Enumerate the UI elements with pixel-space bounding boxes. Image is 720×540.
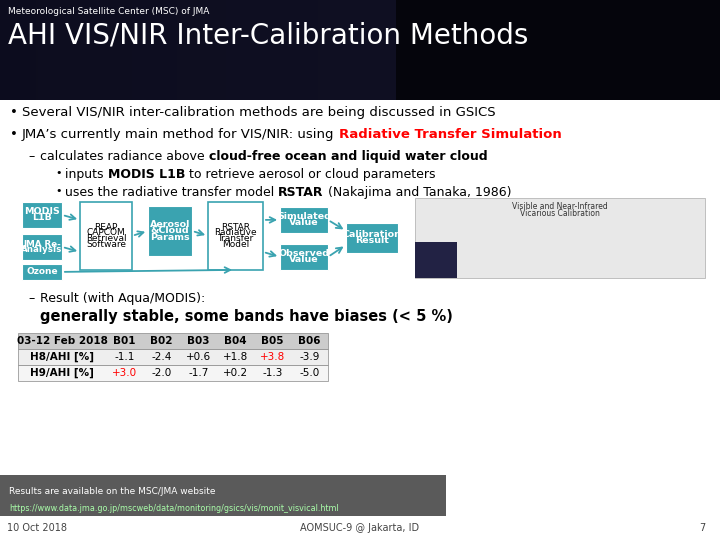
Text: to retrieve aerosol or cloud parameters: to retrieve aerosol or cloud parameters: [185, 168, 436, 181]
Text: AOMSUC-9 @ Jakarta, ID: AOMSUC-9 @ Jakarta, ID: [300, 523, 420, 533]
Text: B01: B01: [113, 336, 136, 346]
FancyBboxPatch shape: [346, 223, 398, 253]
Text: RSTAR: RSTAR: [278, 186, 324, 199]
Text: B03: B03: [187, 336, 210, 346]
FancyBboxPatch shape: [280, 244, 328, 270]
FancyBboxPatch shape: [18, 333, 328, 349]
FancyBboxPatch shape: [22, 202, 62, 228]
Text: uses the radiative transfer model: uses the radiative transfer model: [65, 186, 278, 199]
Text: Params: Params: [150, 233, 190, 241]
Text: Visible and Near-Infrared: Visible and Near-Infrared: [512, 202, 608, 211]
Text: REAP: REAP: [94, 222, 117, 232]
Text: Results are available on the MSC/JMA website: Results are available on the MSC/JMA web…: [9, 487, 215, 496]
Text: Radiative: Radiative: [214, 228, 257, 238]
Text: •: •: [55, 186, 61, 196]
FancyBboxPatch shape: [22, 264, 62, 280]
Text: L1B: L1B: [32, 213, 52, 222]
FancyBboxPatch shape: [280, 207, 328, 233]
Text: Aerosol: Aerosol: [150, 220, 190, 230]
Text: 7: 7: [699, 523, 706, 533]
Text: B05: B05: [261, 336, 284, 346]
Text: calculates radiance above: calculates radiance above: [40, 150, 209, 163]
Text: •: •: [55, 168, 61, 178]
Text: -2.4: -2.4: [151, 352, 171, 362]
Text: MODIS: MODIS: [24, 207, 60, 217]
Text: +1.8: +1.8: [223, 352, 248, 362]
FancyBboxPatch shape: [208, 202, 263, 270]
FancyBboxPatch shape: [148, 206, 192, 256]
Text: 03-12 Feb 2018: 03-12 Feb 2018: [17, 336, 107, 346]
Text: Ozone: Ozone: [26, 267, 58, 276]
Text: •: •: [10, 106, 18, 119]
Text: +0.6: +0.6: [186, 352, 211, 362]
Text: •: •: [10, 128, 18, 141]
Text: Software: Software: [86, 240, 126, 249]
Text: -5.0: -5.0: [300, 368, 320, 378]
FancyBboxPatch shape: [18, 349, 328, 365]
Text: Several VIS/NIR inter-calibration methods are being discussed in GSICS: Several VIS/NIR inter-calibration method…: [22, 106, 495, 119]
Text: Observed: Observed: [279, 249, 330, 258]
Text: -2.0: -2.0: [151, 368, 171, 378]
Text: JMA Re-: JMA Re-: [23, 240, 61, 248]
Text: cloud-free ocean and liquid water cloud: cloud-free ocean and liquid water cloud: [209, 150, 487, 163]
Text: Calibration: Calibration: [343, 231, 402, 239]
Text: Value: Value: [289, 255, 319, 265]
Text: -3.9: -3.9: [300, 352, 320, 362]
Text: Result: Result: [355, 237, 389, 246]
Text: H8/AHI [%]: H8/AHI [%]: [30, 352, 94, 362]
Text: &Cloud: &Cloud: [150, 226, 189, 235]
Text: Meteorological Satellite Center (MSC) of JMA: Meteorological Satellite Center (MSC) of…: [8, 7, 210, 16]
Text: Transfer: Transfer: [217, 234, 253, 244]
Text: RSTAR: RSTAR: [221, 222, 250, 232]
Text: (Nakajima and Tanaka, 1986): (Nakajima and Tanaka, 1986): [324, 186, 511, 199]
Text: Analysis: Analysis: [22, 245, 63, 254]
FancyBboxPatch shape: [415, 198, 705, 278]
Text: https://www.data.jma.go.jp/mscweb/data/monitoring/gsics/vis/monit_visvical.html: https://www.data.jma.go.jp/mscweb/data/m…: [9, 503, 338, 512]
Text: –: –: [28, 292, 35, 305]
Text: Retrieval: Retrieval: [86, 234, 126, 244]
Text: MODIS L1B: MODIS L1B: [107, 168, 185, 181]
FancyBboxPatch shape: [22, 234, 62, 260]
Text: Result (with Aqua/MODIS):: Result (with Aqua/MODIS):: [40, 292, 205, 305]
Text: inputs: inputs: [65, 168, 107, 181]
Text: +0.2: +0.2: [223, 368, 248, 378]
Text: Radiative Transfer Simulation: Radiative Transfer Simulation: [338, 128, 562, 141]
Text: Simulated: Simulated: [277, 212, 331, 221]
FancyBboxPatch shape: [80, 202, 132, 270]
Text: +3.8: +3.8: [260, 352, 285, 362]
Text: JMA’s currently main method for VIS/NIR: using: JMA’s currently main method for VIS/NIR:…: [22, 128, 338, 141]
Text: -1.7: -1.7: [189, 368, 209, 378]
FancyBboxPatch shape: [18, 365, 328, 381]
Text: Model: Model: [222, 240, 249, 249]
Text: B04: B04: [224, 336, 247, 346]
Text: CAPCOM: CAPCOM: [86, 228, 125, 238]
Text: B02: B02: [150, 336, 173, 346]
Text: Vicarious Calibration: Vicarious Calibration: [520, 209, 600, 218]
Text: 10 Oct 2018: 10 Oct 2018: [7, 523, 67, 533]
Text: –: –: [28, 150, 35, 163]
Text: H9/AHI [%]: H9/AHI [%]: [30, 368, 94, 378]
Text: +3.0: +3.0: [112, 368, 137, 378]
Text: AHI VIS/NIR Inter-Calibration Methods: AHI VIS/NIR Inter-Calibration Methods: [8, 22, 528, 50]
FancyBboxPatch shape: [415, 242, 457, 278]
Text: -1.3: -1.3: [262, 368, 283, 378]
Text: generally stable, some bands have biases (< 5 %): generally stable, some bands have biases…: [40, 309, 453, 324]
Text: B06: B06: [298, 336, 320, 346]
Text: -1.1: -1.1: [114, 352, 135, 362]
Text: Value: Value: [289, 219, 319, 227]
